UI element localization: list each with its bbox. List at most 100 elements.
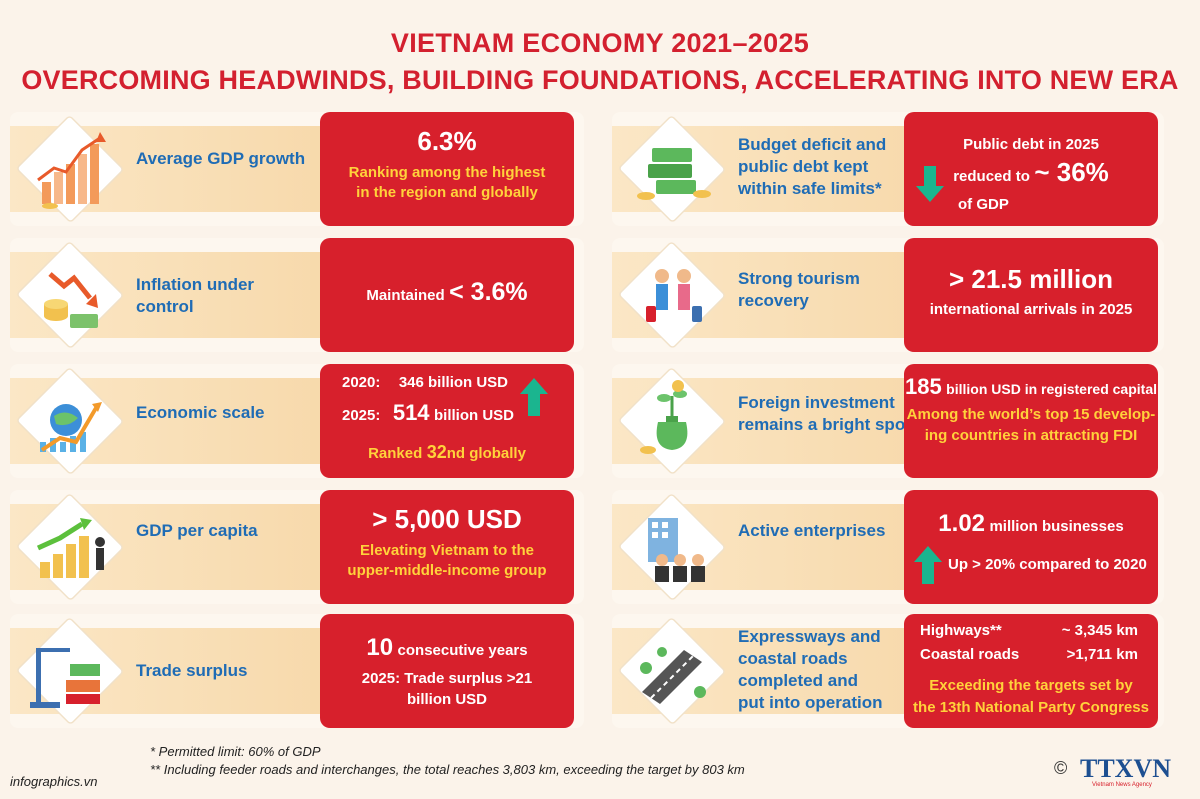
trade-surplus-box: 10 consecutive years 2025: Trade surplus… xyxy=(320,614,574,728)
card-tourism: Strong tourism recovery > 21.5 million i… xyxy=(612,238,1164,352)
budget-line-1: Public debt in 2025 xyxy=(963,136,1099,153)
scale-rank-num: 32 xyxy=(426,442,447,462)
scale-rank-line: Ranked 32nd globally xyxy=(320,442,574,463)
budget-label-1: Budget deficit and xyxy=(738,135,887,154)
scale-2025-year: 2025: xyxy=(342,407,381,424)
expressways-label-3: completed and xyxy=(738,671,858,690)
budget-label-2: public debt kept xyxy=(738,157,869,176)
gdp-per-capita-label: GDP per capita xyxy=(136,521,258,540)
money-stacks-icon xyxy=(637,148,711,200)
up-arrow-icon xyxy=(914,546,942,584)
trade-years-num: 10 xyxy=(366,634,394,661)
inflation-prefix: Maintained xyxy=(366,287,445,304)
budget-reduced-value: ~ 36% xyxy=(1034,157,1109,187)
tourism-value: > 21.5 million xyxy=(948,264,1113,294)
trade-surplus-desc-2: billion USD xyxy=(407,691,487,708)
tourists-icon xyxy=(646,269,702,322)
highways-name: Highways** xyxy=(920,622,1002,639)
coins-down-arrow-icon xyxy=(44,272,98,328)
enterprises-label: Active enterprises xyxy=(738,521,886,540)
enterprises-desc: Up > 20% compared to 2020 xyxy=(948,556,1147,573)
ttxvn-logo: © TTXVN Vietnam News Agency xyxy=(1054,754,1184,790)
expressways-label-1: Expressways and xyxy=(738,627,881,646)
title-line-1: VIETNAM ECONOMY 2021–2025 xyxy=(390,28,810,58)
trade-years-post: consecutive years xyxy=(397,642,528,659)
scale-rank-pre: Ranked xyxy=(368,445,423,462)
enterprises-num: 1.02 xyxy=(938,510,986,537)
expressways-label: Expressways and coastal roads completed … xyxy=(738,626,918,714)
tourism-label: Strong tourism recovery xyxy=(738,268,928,312)
fdi-label-2: remains a bright spot xyxy=(738,415,911,434)
inflation-box: Maintained < 3.6% xyxy=(320,238,574,352)
expressways-label-4: put into operation xyxy=(738,693,883,712)
tourism-label-1: Strong tourism xyxy=(738,269,860,288)
budget-deficit-label: Budget deficit and public debt kept with… xyxy=(738,134,908,200)
gdp-per-capita-desc-1: Elevating Vietnam to the xyxy=(360,542,534,559)
inflation-label: Inflation under control xyxy=(136,274,326,318)
budget-label-3: within safe limits* xyxy=(738,179,882,198)
coastal-roads-value: >1,711 km xyxy=(1066,646,1138,663)
foreign-investment-label: Foreign investment remains a bright spot xyxy=(738,392,928,436)
logo-name: TTXVN xyxy=(1080,754,1172,783)
economic-scale-label: Economic scale xyxy=(136,403,265,422)
tourism-box: > 21.5 million international arrivals in… xyxy=(904,238,1158,352)
card-economic-scale: Economic scale 2020: 346 billion USD 202… xyxy=(10,364,584,478)
foreign-investment-box: 185 billion USD in registered capital Am… xyxy=(904,364,1158,478)
down-arrow-icon xyxy=(916,166,944,202)
gdp-growth-value: 6.3% xyxy=(417,126,477,156)
footnote-1: * Permitted limit: 60% of GDP xyxy=(150,744,321,759)
bar-growth-chart-icon xyxy=(37,132,106,209)
up-arrow-icon xyxy=(520,378,548,416)
trade-years-line: 10 consecutive years xyxy=(320,634,574,662)
gdp-growth-desc-1: Ranking among the highest xyxy=(348,164,546,181)
budget-line-3: of GDP xyxy=(958,196,1009,213)
copyright-symbol: © xyxy=(1054,758,1068,778)
tourism-desc: international arrivals in 2025 xyxy=(929,301,1133,318)
coin-stack-growth-icon xyxy=(36,518,105,578)
scale-2025-num: 514 xyxy=(392,400,430,425)
card-enterprises: Active enterprises 1.02 million business… xyxy=(612,490,1164,604)
expressways-desc-2: the 13th National Party Congress xyxy=(913,699,1149,716)
card-foreign-investment: Foreign investment remains a bright spot… xyxy=(612,364,1164,478)
card-gdp-growth: Average GDP growth 6.3% Ranking among th… xyxy=(10,112,584,226)
scale-2020-value: 346 billion USD xyxy=(398,374,509,391)
gdp-growth-label: Average GDP growth xyxy=(136,149,306,168)
enterprises-num-post: million businesses xyxy=(989,518,1124,535)
inflation-value: < 3.6% xyxy=(449,278,528,306)
globe-chart-icon xyxy=(40,402,102,452)
expressway-icon xyxy=(640,647,706,704)
scale-row-2025: 2025: 514 billion USD xyxy=(342,400,542,426)
expressways-desc-1: Exceeding the targets set by xyxy=(929,677,1133,694)
source-brand: infographics.vn xyxy=(10,774,98,789)
fdi-value-line: 185 billion USD in registered capital xyxy=(904,374,1158,400)
budget-line-2: reduced to ~ 36% xyxy=(904,157,1158,188)
fdi-desc-1: Among the world’s top 15 develop- xyxy=(906,406,1156,423)
inflation-label-2: control xyxy=(136,297,194,316)
inflation-value-line: Maintained < 3.6% xyxy=(320,278,574,307)
fdi-num-post: billion USD in registered capital xyxy=(946,381,1157,397)
gdp-per-capita-desc-2: upper-middle-income group xyxy=(347,562,547,579)
expressways-label-2: coastal roads xyxy=(738,649,848,668)
logo-sub: Vietnam News Agency xyxy=(1092,782,1152,788)
inflation-label-1: Inflation under xyxy=(136,275,255,294)
fdi-label-1: Foreign investment xyxy=(738,393,895,412)
fdi-num: 185 xyxy=(905,374,942,399)
gdp-growth-desc-2: in the region and globally xyxy=(356,184,538,201)
money-bag-plant-icon xyxy=(640,380,688,454)
enterprises-value-line: 1.02 million businesses xyxy=(904,510,1158,538)
card-budget-deficit: Budget deficit and public debt kept with… xyxy=(612,112,1164,226)
tourism-label-2: recovery xyxy=(738,291,809,310)
title-line-2: OVERCOMING HEADWINDS, BUILDING FOUNDATIO… xyxy=(21,65,1179,95)
expressways-box: Highways** ~ 3,345 km Coastal roads >1,7… xyxy=(904,614,1158,728)
fdi-desc-2: ing countries in attracting FDI xyxy=(924,427,1138,444)
enterprises-box: 1.02 million businesses Up > 20% compare… xyxy=(904,490,1158,604)
card-inflation: Inflation under control Maintained < 3.6… xyxy=(10,238,584,352)
budget-deficit-box: Public debt in 2025 reduced to ~ 36% of … xyxy=(904,112,1158,226)
budget-reduced-pre: reduced to xyxy=(953,168,1030,185)
infographic-title: VIETNAM ECONOMY 2021–2025 OVERCOMING HEA… xyxy=(0,28,1200,96)
card-trade-surplus: Trade surplus 10 consecutive years 2025:… xyxy=(10,614,584,728)
trade-surplus-label: Trade surplus xyxy=(136,661,248,680)
scale-row-2020: 2020: 346 billion USD xyxy=(342,374,512,392)
card-expressways: Expressways and coastal roads completed … xyxy=(612,614,1164,728)
scale-rank-post: nd globally xyxy=(446,445,526,462)
